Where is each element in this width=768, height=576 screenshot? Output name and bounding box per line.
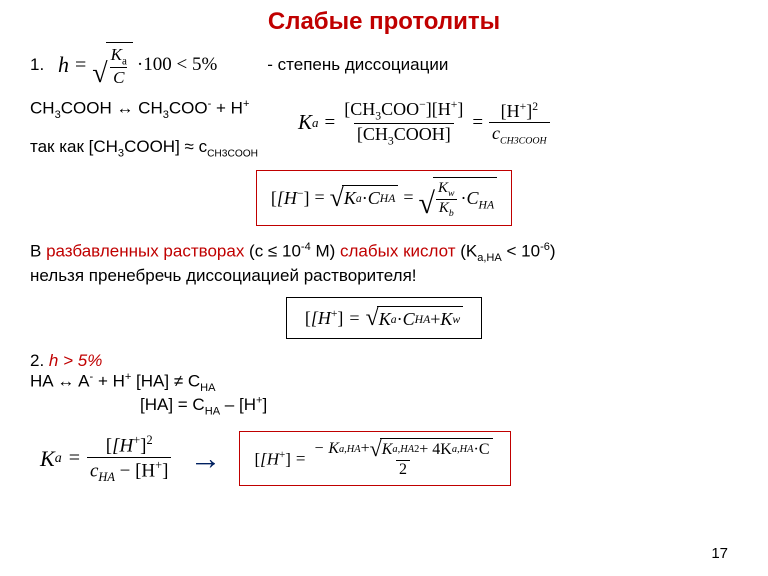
- box-h-formula: [[H−] = √ Ka · CHA = √ Kw Kb ·CHA: [30, 170, 738, 226]
- box-h-dilute: [[H+] = √ Ka · CHA + Kw: [30, 297, 738, 339]
- row-quadratic: Ka = [[H+]2 cHA − [H+] → [[H+] = − Ka,HA…: [30, 431, 738, 486]
- row-degree: 1. h = √ Ka C ·100 < 5% - степень диссоц…: [30, 42, 738, 88]
- row-dissoc: CH3COOH ↔ CH3COO- + H+ так как [CH3COOH]…: [30, 98, 738, 159]
- dilute-paragraph: В разбавленных растворах (с ≤ 10-4 М) сл…: [30, 240, 738, 288]
- ka-definition: Ka = [CH3COO−][H+] [CH3COOH] = [H+]2 cCH…: [298, 98, 550, 147]
- times-100-lt-5: ·100 < 5%: [137, 54, 217, 76]
- h-var: h: [58, 52, 69, 78]
- box-quadratic-solution: [[H+] = − Ka,HA + √ Ka,HA2 + 4Ka,HA ·C: [239, 431, 510, 486]
- arrow-icon: →: [189, 440, 221, 477]
- item-1-number: 1.: [30, 55, 58, 75]
- dissoc-eq: CH3COOH ↔ CH3COO- + H+: [30, 98, 258, 121]
- slide-title: Слабые протолиты: [30, 8, 738, 36]
- item-2: 2. h > 5% HA ↔ A- + H+ [HA] ≠ CHA [HA] =…: [30, 351, 738, 417]
- ka-expanded: Ka = [[H+]2 cHA − [H+]: [40, 433, 171, 485]
- since-line: так как [CH3COOH] ≈ cCH3COOH: [30, 137, 258, 159]
- sqrt-ka-over-c: √ Ka C: [92, 42, 133, 88]
- page-number: 17: [711, 545, 728, 562]
- degree-label: - степень диссоциации: [267, 55, 448, 75]
